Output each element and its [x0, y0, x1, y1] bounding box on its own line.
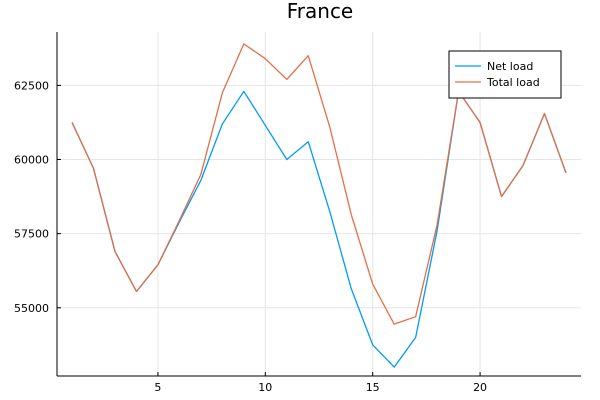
x-tick-label: 15 — [366, 381, 380, 394]
legend-box — [448, 50, 562, 99]
series-line-total-load — [71, 43, 567, 325]
series-lines — [71, 43, 567, 368]
x-tick-label: 20 — [473, 381, 487, 394]
axes: 5 10 15 20 55000 57500 60000 62500 — [14, 32, 581, 394]
legend: Net load Total load — [448, 50, 562, 99]
y-tick-label: 55000 — [14, 302, 49, 315]
y-tick-label: 62500 — [14, 79, 49, 92]
legend-label-net-load: Net load — [487, 60, 533, 73]
x-tick-label: 5 — [154, 381, 161, 394]
chart-title: France — [287, 0, 354, 23]
series-line-net-load — [71, 90, 567, 368]
y-tick-label: 57500 — [14, 228, 49, 241]
y-tick-label: 60000 — [14, 154, 49, 167]
x-tick-label: 10 — [258, 381, 272, 394]
legend-label-total-load: Total load — [486, 76, 540, 89]
